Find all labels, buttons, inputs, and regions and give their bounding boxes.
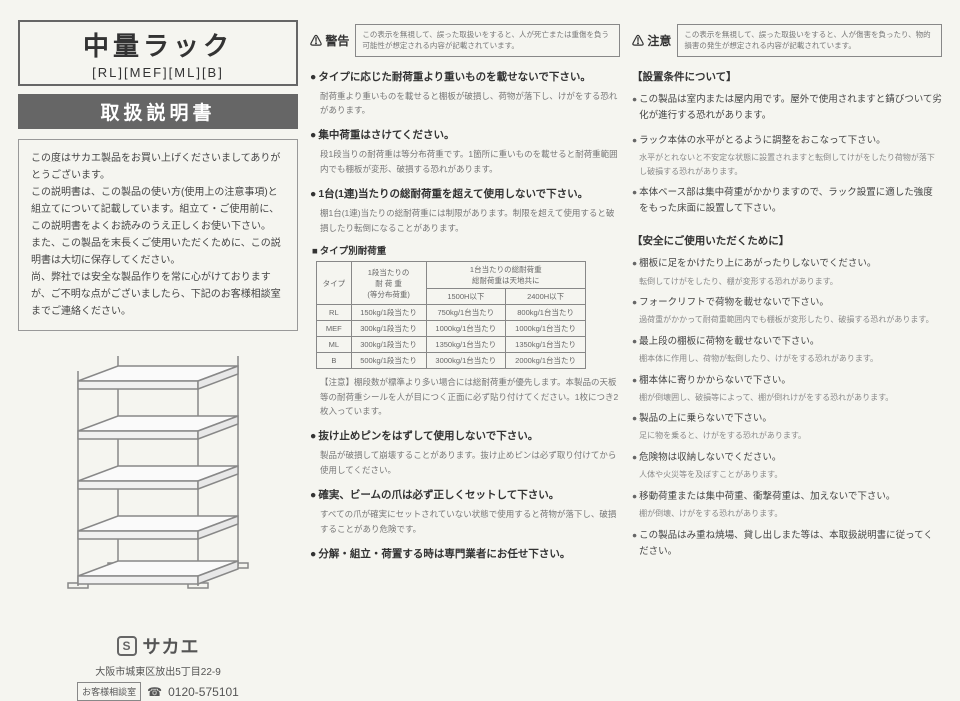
- manual-banner: 取扱説明書: [18, 94, 298, 129]
- bullet-item: ●ラック本体の水平がとるように調整をおこなって下さい。水平がとれないと不安定な状…: [632, 133, 942, 178]
- bullet-item: ●最上段の棚板に荷物を載せないで下さい。棚本体に作用し、荷物が転倒したり、けがを…: [632, 334, 942, 366]
- warning-label: ⚠ 警告: [310, 24, 349, 57]
- section-head: 1台(1連)当たりの総耐荷重を超えて使用しないで下さい。: [310, 186, 620, 201]
- table-cell: 1350kg/1台当たり: [506, 337, 586, 353]
- brand-logo: S サカエ: [18, 633, 298, 659]
- table-cell: B: [317, 353, 352, 369]
- intro-text: この度はサカエ製品をお買い上げくださいましてありがとうございます。 この説明書は…: [18, 139, 298, 331]
- phone-icon: ☎: [147, 685, 162, 699]
- table-cell: 2000kg/1台当たり: [506, 353, 586, 369]
- bullet-item: ●移動荷重または集中荷重、衝撃荷重は、加えないで下さい。棚が倒壊、けがをする恐れ…: [632, 489, 942, 521]
- shelf-illustration: [18, 343, 298, 619]
- section-body: 製品が破損して崩壊することがあります。抜け止めピンは必ず取り付けてから使用してく…: [320, 448, 620, 477]
- bullet-item: ●この製品はみ重ね焼場、貸し出しまた等は、本取扱説明書に従ってください。: [632, 528, 942, 562]
- install-head: 【設置条件について】: [632, 69, 942, 84]
- section-head: タイプに応じた耐荷重より重いものを載せないで下さい。: [310, 69, 620, 84]
- bullet-item: ●危険物は収納しないでください。人体や火災等を及ぼすことがあります。: [632, 450, 942, 482]
- product-title: 中量ラック: [30, 26, 286, 63]
- section-head: 集中荷重はさけてください。: [310, 127, 620, 142]
- table-cell: MEF: [317, 321, 352, 337]
- title-box: 中量ラック [RL][MEF][ML][B]: [18, 20, 298, 86]
- warning-text: この表示を無視して、誤った取扱いをすると、人が死亡または重傷を負う可能性が想定さ…: [355, 24, 620, 57]
- logo-mark: S: [117, 636, 137, 656]
- right-column: ⚠ 注意この表示を無視して、誤った取扱いをすると、人が傷害を負ったり、物的損害の…: [632, 20, 942, 659]
- load-table-title: タイプ別耐荷重: [312, 243, 620, 257]
- section-body: 耐荷重より重いものを載せると棚板が破損し、荷物が落下し、けがをする恐れがあります…: [320, 89, 620, 118]
- table-cell: 1000kg/1台当たり: [506, 321, 586, 337]
- bullet-item: ●棚本体に寄りかからないで下さい。棚が倒壊囲し、破損等によって、棚が倒れけがをす…: [632, 373, 942, 405]
- warning-block: ⚠ 注意この表示を無視して、誤った取扱いをすると、人が傷害を負ったり、物的損害の…: [632, 24, 942, 57]
- bullet-item: ●製品の上に乗らないで下さい。足に物を乗ると、けがをする恐れがあります。: [632, 411, 942, 443]
- caution-row: ⚠ 注意この表示を無視して、誤った取扱いをすると、人が傷害を負ったり、物的損害の…: [632, 24, 942, 57]
- table-cell: 1350kg/1台当たり: [426, 337, 506, 353]
- section-head: 抜け止めピンをはずして使用しないで下さい。: [310, 428, 620, 443]
- phone-row: お客様相談室 ☎ 0120-575101: [18, 682, 298, 701]
- middle-column: ⚠ 警告この表示を無視して、誤った取扱いをすると、人が死亡または重傷を負う可能性…: [310, 20, 620, 659]
- bullet-item: ●本体ベース部は集中荷重がかかりますので、ラック設置に適した強度をもった床面に設…: [632, 185, 942, 219]
- section-head: 分解・組立・荷置する時は専門業者にお任せ下さい。: [310, 546, 620, 561]
- table-cell: 150kg/1段当たり: [351, 305, 426, 321]
- left-column: 中量ラック [RL][MEF][ML][B] 取扱説明書 この度はサカエ製品をお…: [18, 20, 298, 659]
- warning-text: この表示を無視して、誤った取扱いをすると、人が傷害を負ったり、物的損害の発生が想…: [677, 24, 942, 57]
- section-body: 棚1台(1連)当たりの総耐荷重には制限があります。制限を超えて使用すると破損した…: [320, 206, 620, 235]
- company-address: 大阪市城東区放出5丁目22-9: [18, 663, 298, 678]
- section-body: 段1段当りの耐荷重は等分布荷重です。1箇所に重いものを載せると耐荷重範囲内でも棚…: [320, 147, 620, 176]
- table-cell: 500kg/1段当たり: [351, 353, 426, 369]
- table-cell: 300kg/1段当たり: [351, 321, 426, 337]
- warning-block: ⚠ 警告この表示を無視して、誤った取扱いをすると、人が死亡または重傷を負う可能性…: [310, 24, 620, 57]
- phone-number: 0120-575101: [168, 685, 239, 699]
- phone-label: お客様相談室: [77, 682, 141, 701]
- table-cell: 800kg/1台当たり: [506, 305, 586, 321]
- table-cell: 300kg/1段当たり: [351, 337, 426, 353]
- table-cell: 3000kg/1台当たり: [426, 353, 506, 369]
- bullet-item: ●フォークリフトで荷物を載せないで下さい。過荷重がかかって耐荷重範囲内でも棚板が…: [632, 295, 942, 327]
- load-table-note: 【注意】棚段数が標準より多い場合には総耐荷重が優先します。本製品の天板等の耐荷重…: [320, 375, 620, 418]
- table-cell: 1000kg/1台当たり: [426, 321, 506, 337]
- load-table: タイプ1段当たりの 耐 荷 重 (等分布荷重)1台当たりの総耐荷重 総耐荷重は天…: [316, 261, 586, 369]
- table-cell: RL: [317, 305, 352, 321]
- product-models: [RL][MEF][ML][B]: [30, 65, 286, 80]
- warning-label: ⚠ 注意: [632, 24, 671, 57]
- section-head: 確実、ビームの爪は必ず正しくセットして下さい。: [310, 487, 620, 502]
- bullet-item: ●この製品は室内または屋内用です。屋外で使用されますと錆びついて劣化が進行する恐…: [632, 92, 942, 126]
- safety-head: 【安全にご使用いただくために】: [632, 233, 942, 248]
- table-cell: ML: [317, 337, 352, 353]
- warning-row: ⚠ 警告この表示を無視して、誤った取扱いをすると、人が死亡または重傷を負う可能性…: [310, 24, 620, 57]
- brand-name: サカエ: [143, 633, 200, 659]
- bullet-item: ●棚板に足をかけたり上にあがったりしないでください。転倒してけがをしたり、棚が変…: [632, 256, 942, 288]
- section-body: すべての爪が確実にセットされていない状態で使用すると荷物が落下し、破損することが…: [320, 507, 620, 536]
- table-cell: 750kg/1台当たり: [426, 305, 506, 321]
